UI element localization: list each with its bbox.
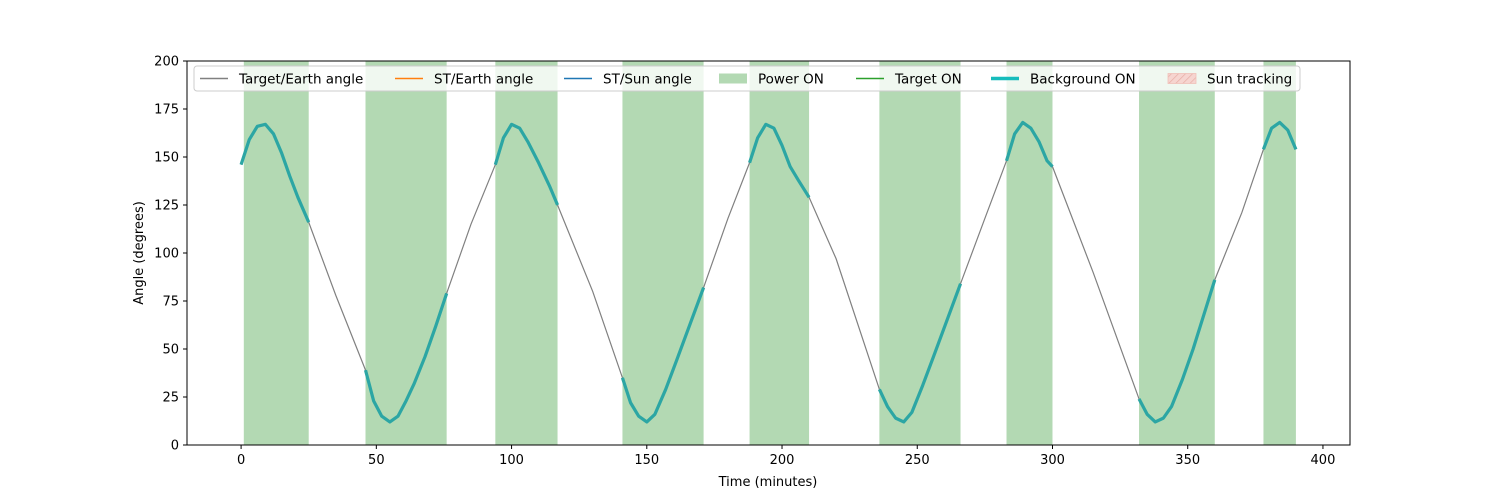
power-on-band	[1139, 61, 1215, 445]
background-on-segment	[493, 122, 560, 206]
power-on-band	[749, 61, 810, 445]
x-tick-label: 0	[237, 453, 245, 468]
power-on-band	[879, 61, 961, 445]
background-on-segment	[239, 122, 311, 223]
background-on-segment	[1004, 120, 1054, 168]
legend-item: Background ON	[991, 72, 1136, 88]
legend-swatch	[719, 73, 747, 84]
x-tick-label: 200	[770, 453, 795, 468]
x-axis-label: Time (minutes)	[718, 475, 818, 490]
y-tick-label: 0	[171, 439, 179, 454]
y-tick-label: 175	[154, 103, 179, 118]
background-on-segment	[363, 292, 449, 424]
y-tick-label: 200	[154, 55, 179, 70]
x-tick-label: 50	[368, 453, 385, 468]
legend-label: Target/Earth angle	[238, 72, 363, 88]
power-on-band	[622, 61, 704, 445]
power-on-band	[1006, 61, 1053, 445]
y-tick-label: 100	[154, 247, 179, 262]
legend-label: ST/Sun angle	[603, 72, 692, 88]
legend-label: Target ON	[894, 72, 962, 88]
y-axis-label: Angle (degrees)	[132, 201, 147, 305]
background-on-segment	[748, 122, 811, 199]
background-on-segment	[877, 283, 963, 424]
x-tick-label: 400	[1311, 453, 1336, 468]
legend-label: Power ON	[758, 72, 824, 88]
x-tick-label: 150	[634, 453, 659, 468]
legend-item: ST/Earth angle	[395, 72, 533, 88]
background-on-segment	[620, 287, 706, 424]
x-tick-label: 250	[905, 453, 930, 468]
background-on-segment	[1261, 120, 1298, 150]
legend-label: ST/Earth angle	[434, 72, 533, 88]
x-axis: 0 50 100 150 200 250 300 350 400	[237, 445, 1335, 468]
legend-item: Target/Earth angle	[200, 72, 363, 88]
legend-swatch	[1167, 73, 1197, 84]
legend-item: ST/Sun angle	[564, 72, 692, 88]
y-tick-label: 125	[154, 199, 179, 214]
series-lines	[239, 120, 1298, 424]
x-tick-label: 300	[1040, 453, 1065, 468]
y-axis: 0 25 50 75 100 125 150 175 200	[154, 55, 187, 454]
power-on-band	[1263, 61, 1296, 445]
legend-label: Background ON	[1030, 72, 1136, 88]
y-tick-label: 75	[162, 295, 179, 310]
power-on-band	[243, 61, 309, 445]
power-on-band	[495, 61, 558, 445]
legend-item: Target ON	[856, 72, 962, 88]
legend-item: Sun tracking	[1167, 72, 1292, 88]
legend-label: Sun tracking	[1207, 72, 1292, 88]
y-tick-label: 150	[154, 151, 179, 166]
power-on-band	[365, 61, 447, 445]
x-tick-label: 100	[499, 453, 524, 468]
legend-item: Power ON	[719, 72, 824, 88]
power-on-bands	[243, 61, 1296, 445]
y-tick-label: 25	[162, 391, 179, 406]
y-tick-label: 50	[162, 343, 179, 358]
x-tick-label: 350	[1175, 453, 1200, 468]
background-on-segment	[1137, 279, 1217, 424]
legend: Target/Earth angle ST/Earth angle ST/Sun a…	[193, 65, 1301, 92]
